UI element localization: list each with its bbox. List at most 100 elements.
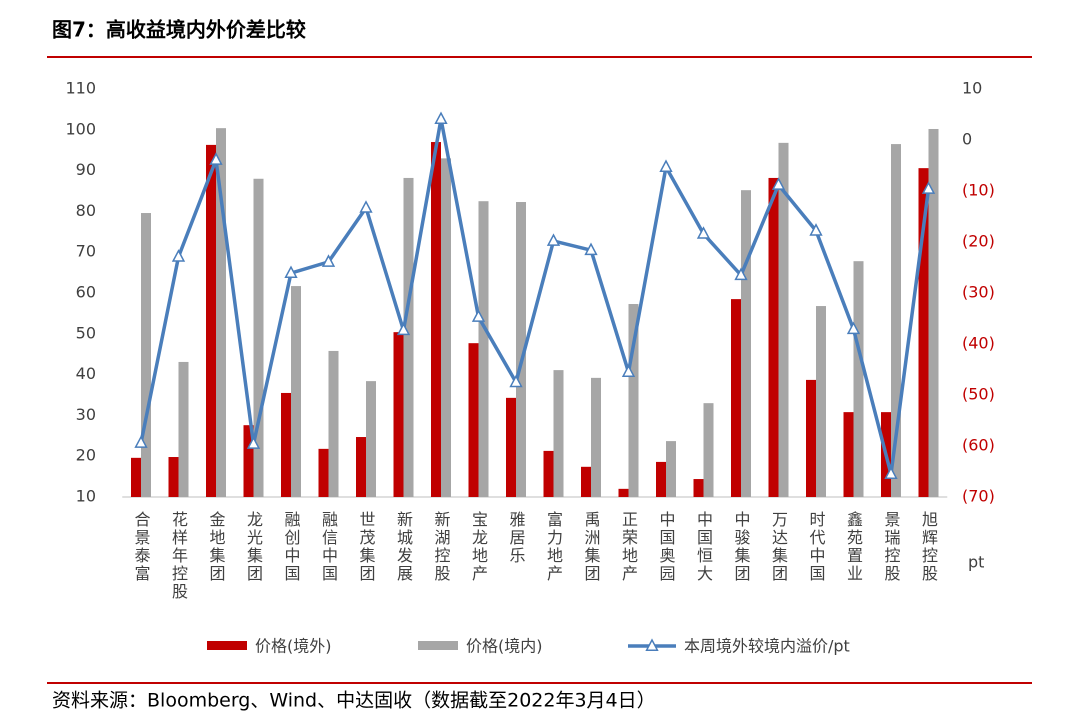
legend-swatch	[418, 641, 458, 650]
bar	[656, 461, 666, 497]
bar	[741, 190, 751, 497]
x-tick-label: 禹洲集团	[582, 511, 601, 583]
bar	[318, 448, 329, 497]
bar	[178, 361, 189, 497]
bar	[356, 437, 366, 497]
y-tick-label: 50	[76, 323, 96, 342]
bar	[281, 392, 291, 497]
x-tick-label: 花样年控股	[169, 511, 188, 601]
x-tick-label: 金地集团	[207, 511, 226, 583]
line-marker	[209, 152, 223, 165]
bar	[816, 306, 826, 497]
legend-marker	[645, 638, 659, 651]
y2-tick-label: (10)	[962, 181, 995, 200]
y2-unit: pt	[968, 553, 984, 572]
y2-tick-label: (40)	[962, 334, 995, 353]
line-marker	[396, 322, 411, 336]
bar	[403, 177, 414, 497]
y2-tick-label: 0	[962, 130, 972, 149]
legend-swatch	[207, 641, 247, 650]
bar	[618, 488, 629, 497]
line-marker	[134, 435, 148, 448]
x-tick-label: 世茂集团	[357, 511, 376, 583]
bar	[918, 168, 929, 498]
y-tick-label: 30	[76, 405, 96, 424]
line-marker	[734, 267, 748, 281]
legend-label: 价格(境内)	[466, 637, 543, 656]
x-tick-label: 富力地产	[544, 511, 563, 583]
y2-tick-label: (70)	[962, 487, 995, 506]
x-tick-label: 正荣地产	[619, 511, 638, 583]
y-tick-label: 10	[76, 487, 96, 506]
bar	[628, 304, 639, 497]
bar	[553, 370, 564, 497]
bar	[478, 201, 489, 497]
line-marker	[434, 111, 448, 125]
bar	[393, 332, 404, 497]
line-marker	[696, 226, 711, 239]
x-tick-label: 龙光集团	[244, 511, 263, 583]
bar	[891, 144, 901, 497]
x-tick-label: 万达集团	[769, 511, 788, 583]
bar	[703, 403, 714, 497]
x-tick-label: 鑫苑置业	[844, 510, 863, 583]
source: 资料来源：Bloomberg、Wind、中达固收（数据截至2022年3月4日）	[52, 690, 656, 712]
bar	[693, 479, 704, 497]
line-marker	[509, 374, 523, 388]
bar	[141, 213, 151, 498]
bar	[216, 128, 226, 497]
x-tick-label: 中国奥园	[657, 511, 676, 583]
y-tick-label: 70	[76, 242, 96, 261]
x-tick-label: 旭辉控股	[919, 511, 938, 583]
bar	[778, 142, 789, 497]
line-marker	[621, 364, 636, 377]
legend-label: 价格(境外)	[255, 637, 332, 656]
line-marker	[171, 249, 186, 262]
legend-label: 本周境外较境内溢价/pt	[684, 637, 850, 656]
bar	[168, 457, 179, 497]
bar	[666, 441, 676, 497]
bar	[591, 377, 601, 497]
y2-tick-label: 10	[962, 79, 982, 98]
x-tick-label: 融信中国	[319, 511, 338, 583]
bar	[768, 177, 779, 497]
y-tick-label: 60	[76, 283, 96, 302]
bar	[843, 412, 854, 497]
x-tick-label: 景瑞控股	[882, 511, 901, 583]
bar	[516, 202, 526, 498]
bar	[131, 457, 141, 497]
line-marker	[359, 200, 373, 213]
x-tick-label: 中国恒大	[694, 511, 713, 583]
x-tick-label: 合景泰富	[132, 511, 151, 583]
line-marker	[546, 233, 561, 246]
bar	[431, 142, 441, 498]
x-tick-label: 时代中国	[807, 511, 826, 583]
bar	[366, 381, 376, 497]
bar	[328, 350, 339, 497]
bar	[253, 178, 264, 497]
bar	[543, 450, 554, 497]
bar	[581, 466, 591, 497]
y2-tick-label: (30)	[962, 283, 995, 302]
bar	[506, 397, 516, 497]
y2-tick-label: (60)	[962, 436, 995, 455]
y-tick-label: 40	[76, 364, 96, 383]
line-marker	[659, 159, 673, 172]
x-tick-label: 宝龙地产	[469, 511, 488, 583]
x-tick-label: 融创中国	[282, 511, 301, 583]
line-marker	[809, 223, 823, 236]
bar	[291, 286, 301, 497]
y2-tick-label: (50)	[962, 385, 995, 404]
bar	[243, 425, 254, 497]
line-marker	[846, 321, 861, 335]
bar	[806, 379, 816, 497]
bar	[853, 261, 864, 497]
bar	[468, 343, 479, 497]
line-marker	[246, 436, 261, 449]
y-tick-label: 100	[65, 119, 96, 138]
line-marker	[921, 181, 936, 194]
line	[139, 118, 931, 475]
chart-title: 图7：高收益境内外价差比较	[52, 18, 306, 42]
y-tick-label: 80	[76, 201, 96, 220]
